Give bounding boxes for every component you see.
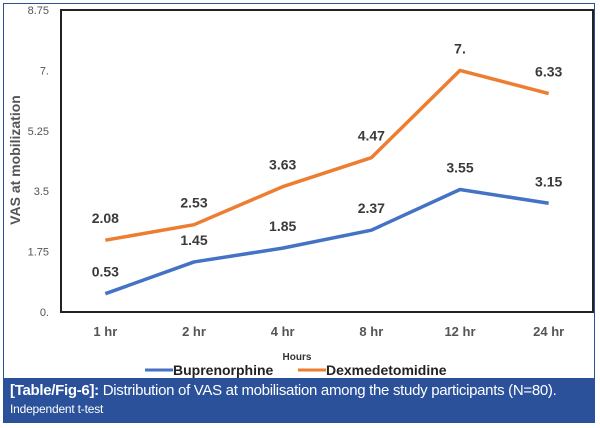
figure-caption: [Table/Fig-6]: Distribution of VAS at mo… xyxy=(4,378,595,422)
plot-area xyxy=(60,9,594,313)
series-line-buprenorphine xyxy=(104,187,549,296)
x-tick-label: 8 hr xyxy=(359,324,383,339)
caption-label: [Table/Fig-6]: xyxy=(10,382,99,399)
x-tick-label: 4 hr xyxy=(271,324,295,339)
data-label: 2.37 xyxy=(358,200,385,216)
data-label: 3.63 xyxy=(269,157,296,173)
legend-label: Buprenorphine xyxy=(173,362,274,378)
data-label: 4.47 xyxy=(358,128,385,144)
y-tick-label: 5.25 xyxy=(28,126,49,138)
x-tick-label: 12 hr xyxy=(444,324,475,339)
y-tick-label: 8.75 xyxy=(28,5,49,17)
line-chart: 0. 1.75 3.5 5.25 7. 8.75 1 hr 2 hr 4 hr 8 hr 12 h… xyxy=(7,5,594,378)
legend-item: Buprenorphine xyxy=(145,362,274,378)
x-tick-label: 2 hr xyxy=(182,324,206,339)
x-tick-label: 1 hr xyxy=(93,324,117,339)
caption-text: Distribution of VAS at mobilisation amon… xyxy=(98,382,557,399)
data-label: 0.53 xyxy=(92,264,119,280)
caption-note: Independent t-test xyxy=(10,402,104,416)
figure-frame xyxy=(3,3,595,423)
series-line-dexmedetomidine xyxy=(105,68,550,242)
data-label: 2.08 xyxy=(92,210,119,226)
data-label: 1.85 xyxy=(269,218,296,234)
y-tick-label: 3.5 xyxy=(34,186,49,198)
data-label: 3.15 xyxy=(535,173,562,189)
legend-label: Dexmedetomidine xyxy=(326,362,447,378)
x-tick-label: 24 hr xyxy=(533,324,564,339)
data-label: 7. xyxy=(454,40,466,56)
y-tick-label: 7. xyxy=(40,65,49,77)
legend-item: Dexmedetomidine xyxy=(298,362,447,378)
data-label: 2.53 xyxy=(180,195,207,211)
data-label: 1.45 xyxy=(180,232,207,248)
data-label: 3.55 xyxy=(446,159,473,175)
x-axis-label: Hours xyxy=(283,352,312,363)
y-axis-label: VAS at mobilization xyxy=(7,95,23,225)
y-tick-label: 0. xyxy=(40,307,49,319)
data-label: 6.33 xyxy=(535,64,562,80)
y-tick-label: 1.75 xyxy=(28,247,49,259)
